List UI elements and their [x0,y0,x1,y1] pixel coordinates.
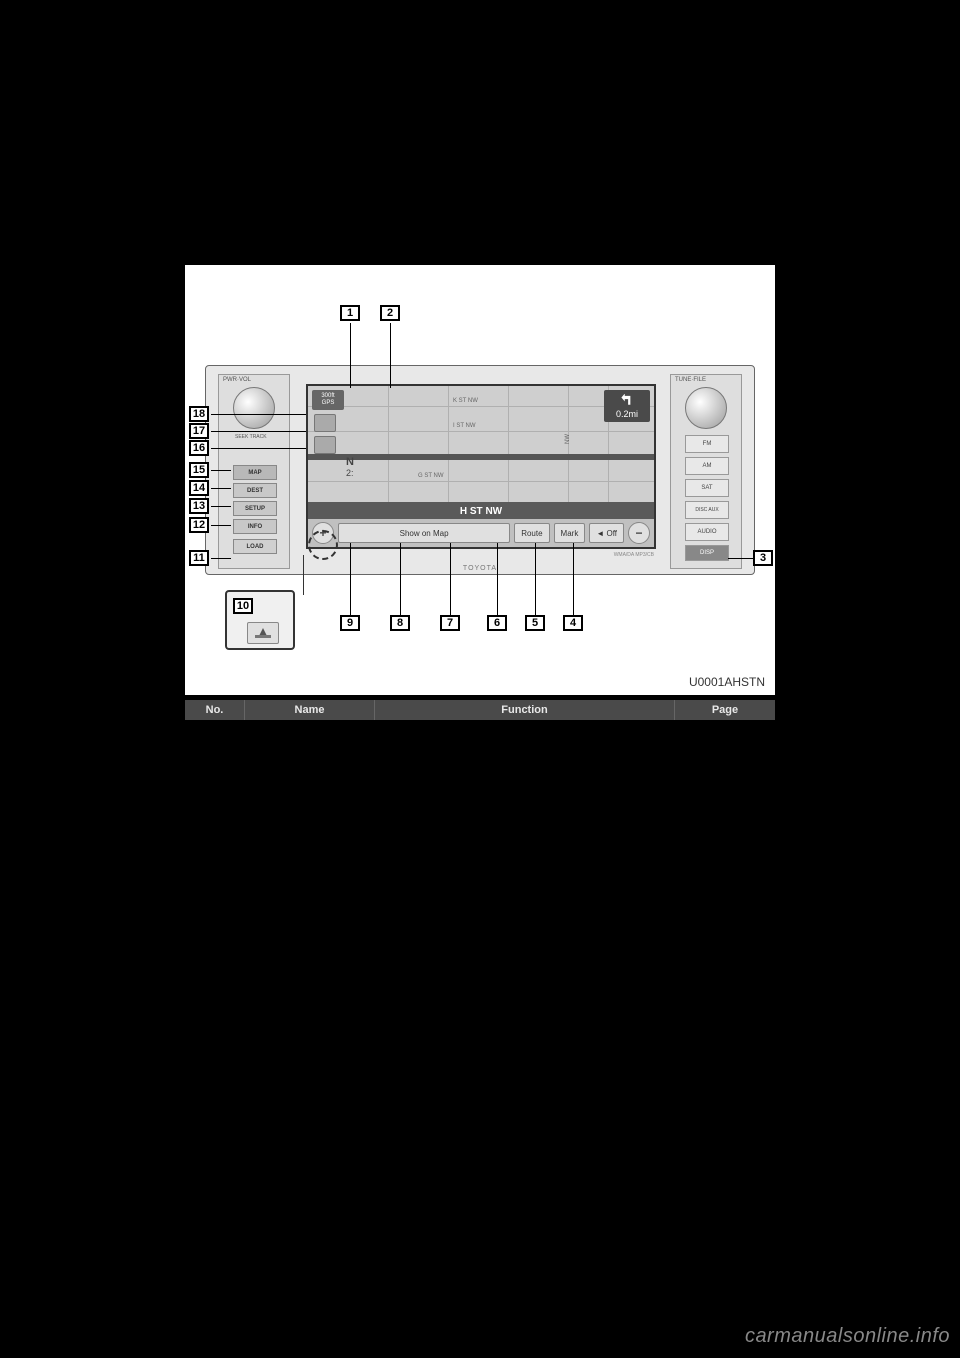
callout-7: 7 [440,615,460,631]
callout-line [211,431,306,432]
callout-5: 5 [525,615,545,631]
dest-button[interactable]: DEST [233,483,277,498]
pwr-vol-label: PWR·VOL [223,377,251,383]
zoom-inset: 10 [225,590,295,650]
callout-line [211,488,231,489]
left-control-panel: PWR·VOL SEEK TRACK MAP DEST SETUP INFO L… [218,374,290,569]
off-button[interactable]: ◄ Off [589,523,624,543]
show-on-map-button[interactable]: Show on Map [338,523,510,543]
main-road [308,454,654,460]
callout-line [497,543,498,615]
callout-line [211,448,306,449]
callout-line [350,543,351,615]
mark-button[interactable]: Mark [554,523,586,543]
callout-3: 3 [753,550,773,566]
turn-arrow-icon [620,394,634,408]
current-street-bar: H ST NW [308,502,654,520]
am-button[interactable]: AM [685,457,729,475]
tune-knob[interactable] [685,387,727,429]
scale-sub: GPS [322,400,335,407]
disp-button[interactable]: DISP [685,545,729,561]
callout-line [390,323,391,388]
callout-line [211,525,231,526]
th-name: Name [245,700,375,720]
th-no: No. [185,700,245,720]
callout-line [211,414,306,415]
tune-file-label: TUNE·FILE [675,377,706,383]
fm-button[interactable]: FM [685,435,729,453]
callout-8: 8 [390,615,410,631]
layer-icon[interactable] [314,414,336,432]
th-page: Page [675,700,775,720]
disc-aux-button[interactable]: DISC AUX [685,501,729,519]
callout-12: 12 [189,517,209,533]
screen-bottom-bar: + Show on Map Route Mark ◄ Off − [308,519,654,547]
callout-line [573,543,574,615]
seek-track-label: SEEK TRACK [235,435,267,441]
zoom-out-button[interactable]: − [628,522,650,544]
map-scale-box[interactable]: 300ft GPS [312,390,344,410]
callout-11: 11 [189,550,209,566]
turn-indicator: 0.2mi [604,390,650,422]
callout-10: 10 [233,598,253,614]
setup-button[interactable]: SETUP [233,501,277,516]
zoom-inset-icon [247,622,279,644]
table-header: No. Name Function Page [185,700,775,720]
callout-line [211,506,231,507]
map-gridline [308,431,654,432]
head-unit: PWR·VOL SEEK TRACK MAP DEST SETUP INFO L… [205,365,755,585]
map-area[interactable]: K ST NW I ST NW G ST NW NW 300ft GPS N 2… [308,386,654,521]
turn-distance: 0.2mi [616,409,638,419]
callout-4: 4 [563,615,583,631]
callout-16: 16 [189,440,209,456]
zoom-highlight-circle [308,530,338,560]
callout-line [728,558,753,559]
info-button[interactable]: INFO [233,519,277,534]
media-format-label: WMA/DA MP3/CB [614,553,654,558]
map-gridline [308,406,654,407]
callout-15: 15 [189,462,209,478]
callout-line [350,323,351,388]
compass-icon: N [346,456,354,468]
callout-line [450,543,451,615]
street-label-k: K ST NW [453,398,478,404]
audio-button[interactable]: AUDIO [685,523,729,541]
callout-6: 6 [487,615,507,631]
scale-value: 300ft [321,393,334,400]
view-icon[interactable] [314,436,336,454]
right-control-panel: TUNE·FILE FM AM SAT DISC AUX AUDIO DISP [670,374,742,569]
watermark: carmanualsonline.info [745,1325,950,1348]
callout-line [211,558,231,559]
map-button[interactable]: MAP [233,465,277,480]
route-button[interactable]: Route [514,523,549,543]
figure-container: PWR·VOL SEEK TRACK MAP DEST SETUP INFO L… [185,265,775,695]
car-position-icon [253,626,273,640]
street-label-side: NW [565,434,571,444]
pwr-vol-knob[interactable] [233,387,275,429]
th-function: Function [375,700,675,720]
street-label-g: G ST NW [418,473,444,479]
callout-line [535,543,536,615]
clock-label: 2: [346,468,354,478]
sat-button[interactable]: SAT [685,479,729,497]
callout-2: 2 [380,305,400,321]
callout-line [400,543,401,615]
street-label-i: I ST NW [453,423,476,429]
faceplate: PWR·VOL SEEK TRACK MAP DEST SETUP INFO L… [205,365,755,575]
zoom-connector-line [303,555,304,595]
navigation-screen: K ST NW I ST NW G ST NW NW 300ft GPS N 2… [306,384,656,549]
map-gridline [308,481,654,482]
callout-13: 13 [189,498,209,514]
callout-9: 9 [340,615,360,631]
callout-18: 18 [189,406,209,422]
brand-label: TOYOTA [206,565,754,572]
callout-line [211,470,231,471]
callout-1: 1 [340,305,360,321]
load-button[interactable]: LOAD [233,539,277,554]
callout-14: 14 [189,480,209,496]
figure-code: U0001AHSTN [689,675,765,689]
callout-17: 17 [189,423,209,439]
